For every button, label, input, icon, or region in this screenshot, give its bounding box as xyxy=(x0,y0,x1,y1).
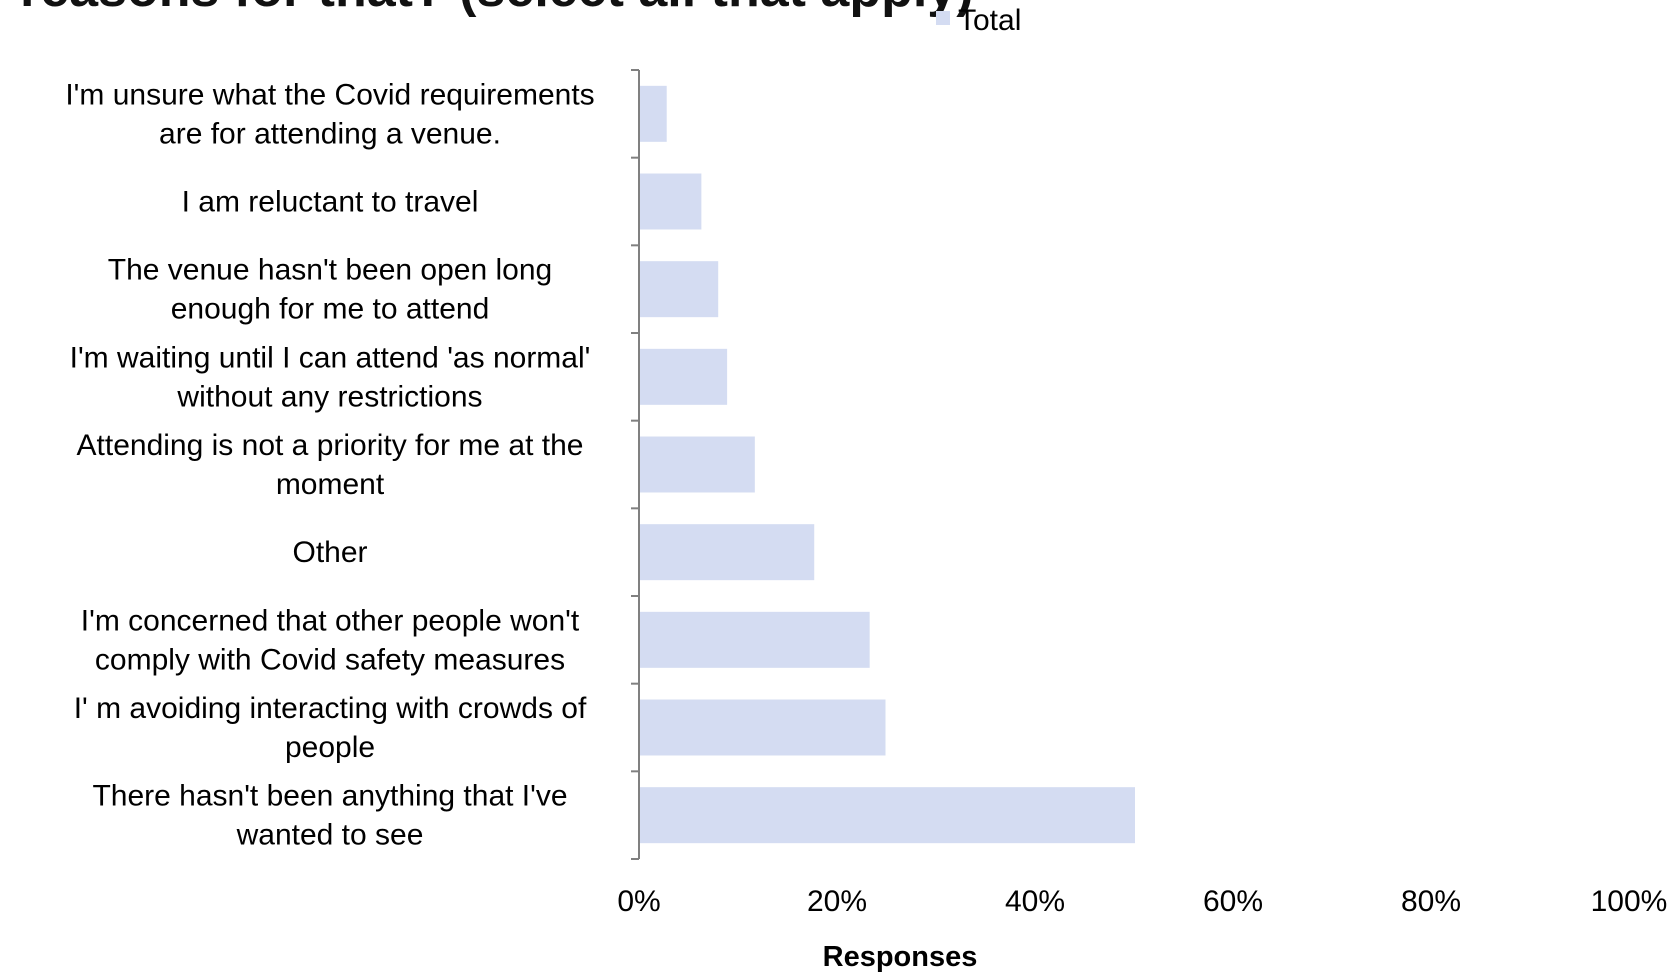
x-tick-label-2: 40% xyxy=(1005,885,1065,918)
x-axis-title: Responses xyxy=(823,941,978,972)
category-label-6: I'm concerned that other people won't com… xyxy=(81,604,580,676)
bar-0 xyxy=(639,85,667,142)
bar-4 xyxy=(639,436,755,493)
category-label-0: I'm unsure what the Covid requirements ar… xyxy=(65,78,594,150)
bar-7 xyxy=(639,699,886,756)
category-label-5: Other xyxy=(292,536,367,569)
legend-swatch-total xyxy=(936,11,950,25)
y-axis xyxy=(631,69,640,860)
x-tick-label-5: 100% xyxy=(1591,885,1668,918)
x-tick-label-0: 0% xyxy=(617,885,660,918)
legend: Total xyxy=(936,4,1021,37)
bar-8 xyxy=(639,787,1135,844)
category-label-8: There hasn't been anything that I've want… xyxy=(92,780,567,852)
category-labels: I'm unsure what the Covid requirements ar… xyxy=(65,78,594,851)
category-label-1: I am reluctant to travel xyxy=(182,186,479,219)
bar-3 xyxy=(639,348,728,405)
bar-6 xyxy=(639,611,870,668)
bar-2 xyxy=(639,261,719,318)
category-label-2: The venue hasn't been open long enough fo… xyxy=(108,254,552,326)
x-tick-label-3: 60% xyxy=(1203,885,1263,918)
legend-label-total: Total xyxy=(958,4,1021,37)
x-tick-label-4: 80% xyxy=(1401,885,1461,918)
x-tick-label-1: 20% xyxy=(807,885,867,918)
chart-title: reasons for that? (select all that apply… xyxy=(20,0,974,18)
bar-5 xyxy=(639,524,815,581)
x-tick-labels: 0% 20% 40% 60% 80% 100% xyxy=(617,885,1667,918)
category-label-7: I' m avoiding interacting with crowds of… xyxy=(74,692,587,764)
bars-group xyxy=(639,85,1135,844)
bar-1 xyxy=(639,173,702,230)
category-label-4: Attending is not a priority for me at th… xyxy=(77,429,584,501)
category-label-3: I'm waiting until I can attend 'as norma… xyxy=(70,341,591,413)
